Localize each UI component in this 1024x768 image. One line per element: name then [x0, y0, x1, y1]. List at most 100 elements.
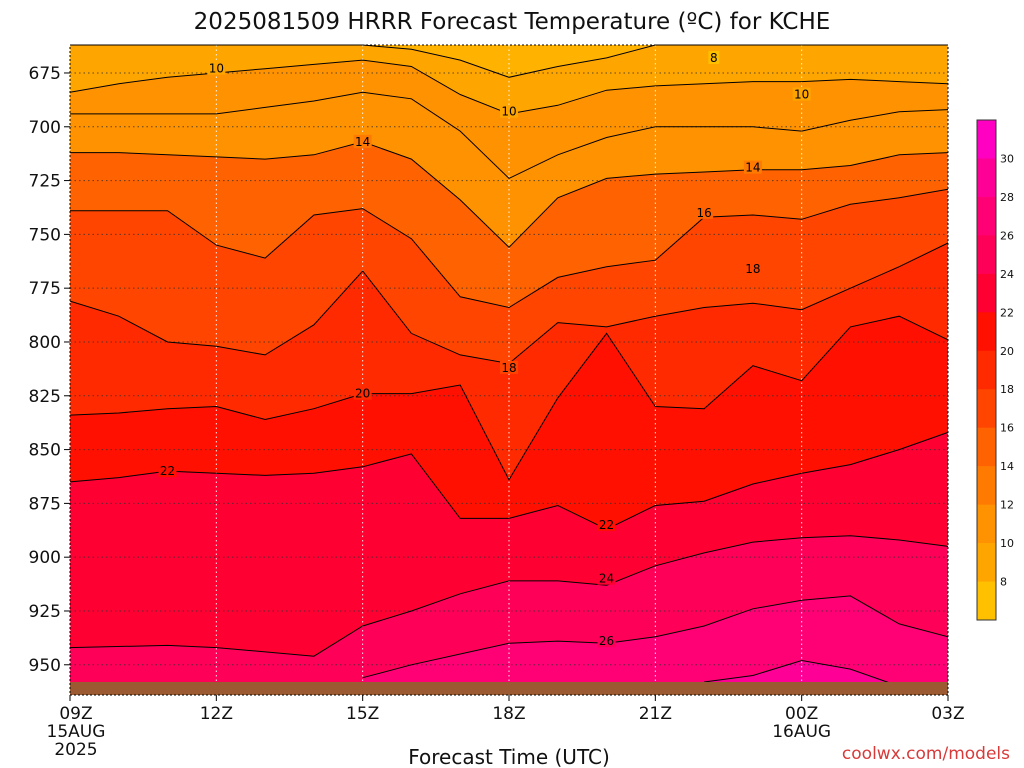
fill-band: [70, 316, 948, 530]
colorbar-frame: [976, 119, 997, 621]
contour-label: 16: [696, 206, 711, 220]
colorbar-label: 26: [1000, 229, 1014, 242]
fill-band: [70, 189, 948, 364]
x-tick-label: 00Z: [785, 704, 818, 724]
colorbar-label: 24: [1000, 268, 1014, 281]
y-tick-label: 900: [29, 548, 61, 568]
y-tick-label: 725: [29, 172, 61, 192]
fill-warm-pocket: [704, 660, 900, 687]
y-tick-label: 925: [29, 602, 61, 622]
pressure-axis: 675 700 725 750 775 800 825 850 875 900 925 950: [29, 64, 70, 676]
x-tick-date: 15AUG: [47, 722, 106, 742]
colorbar-label: 22: [1000, 306, 1014, 319]
colorbar-label: 28: [1000, 191, 1014, 204]
source-credit: coolwx.com/models: [842, 744, 1010, 764]
isotherm-24: [69, 535, 949, 657]
isotherm-20: [69, 315, 949, 481]
x-tick-year: 2025: [54, 740, 97, 760]
y-tick-label: 825: [29, 387, 61, 407]
isotherm-28: [704, 659, 900, 687]
contour-label-bg: [708, 50, 720, 64]
contour-label: 10: [501, 105, 516, 119]
contour-label-bg: [695, 205, 714, 219]
colorbar-label: 8: [1000, 576, 1007, 589]
ground-level-bar: [70, 682, 948, 695]
isotherm-16: [70, 188, 949, 309]
x-tick-label: 21Z: [639, 704, 672, 724]
x-tick-label: 18Z: [492, 704, 525, 724]
isotherm-14: [70, 141, 949, 249]
fill-band: [70, 141, 948, 308]
colorbar-swatch: [977, 196, 996, 236]
y-tick-label: 950: [29, 656, 61, 676]
colorbar-swatch: [977, 120, 996, 159]
contour-label-bg: [353, 386, 372, 400]
colorbar-label: 10: [1000, 537, 1014, 550]
contour-label-bg: [597, 517, 616, 531]
contour-label: 24: [599, 572, 614, 586]
temperature-colorbar: 8 10 12 14 16 18 20 22 24 26 28 30: [976, 119, 1014, 621]
contour-label: 10: [209, 62, 224, 76]
contour-label: 20: [355, 387, 370, 401]
y-tick-label: 875: [29, 494, 61, 514]
colorbar-swatch: [977, 158, 996, 198]
colorbar-swatch: [977, 235, 996, 275]
contour-label-bg: [207, 61, 226, 75]
fill-band: [70, 92, 948, 248]
contour-label-bg: [597, 634, 616, 648]
colorbar-swatch: [977, 504, 996, 544]
y-tick-label: 675: [29, 64, 61, 84]
x-tick-label: 12Z: [200, 704, 233, 724]
fill-band: [70, 432, 948, 657]
colorbar-label: 20: [1000, 345, 1014, 358]
colorbar-swatch: [977, 466, 996, 506]
y-tick-label: 775: [29, 279, 61, 299]
x-axis-title: Forecast Time (UTC): [408, 745, 610, 768]
contour-label: 18: [745, 262, 760, 276]
colorbar-label: 14: [1000, 460, 1014, 473]
contour-label: 26: [599, 634, 614, 648]
contour-label: 8: [710, 51, 718, 65]
x-tick-label: 15Z: [346, 704, 379, 724]
colorbar-swatch: [977, 312, 996, 352]
isotherm-labels: 8 10 10 10 14 14 16 18 18 20 22 22 24 26: [158, 50, 811, 648]
contour-label-bg: [743, 261, 762, 275]
isotherm-26: [362, 595, 949, 679]
contour-label: 14: [355, 135, 370, 149]
isotherm-22: [69, 431, 949, 530]
colorbar-label: 30: [1000, 152, 1014, 165]
contour-label: 14: [745, 161, 760, 175]
y-tick-label: 850: [29, 441, 61, 461]
colorbar-swatch: [977, 350, 996, 390]
y-tick-label: 750: [29, 225, 61, 245]
isotherm-10: [70, 91, 949, 180]
x-tick-label: 03Z: [931, 704, 964, 724]
contour-label-bg: [353, 134, 372, 148]
colorbar-label: 16: [1000, 422, 1014, 435]
contour-label-bg: [158, 464, 177, 478]
contour-label-bg: [597, 571, 616, 585]
contour-label: 18: [501, 361, 516, 375]
y-tick-label: 800: [29, 333, 61, 353]
colorbar-label: 18: [1000, 383, 1014, 396]
y-tick-label: 700: [29, 118, 61, 138]
contour-label: 10: [794, 87, 809, 101]
contour-label-bg: [500, 104, 518, 118]
colorbar-swatch: [977, 273, 996, 313]
contour-label-bg: [792, 87, 811, 101]
colorbar-swatch: [977, 581, 996, 621]
fill-band: [70, 60, 948, 179]
contour-label-bg: [500, 360, 518, 374]
colorbar-swatch: [977, 427, 996, 467]
colorbar-swatch: [977, 389, 996, 429]
x-tick-date: 16AUG: [772, 722, 831, 742]
colorbar-swatch: [977, 543, 996, 583]
contour-label-bg: [743, 160, 762, 174]
x-tick-label: 09Z: [59, 704, 92, 724]
contour-label: 22: [160, 464, 175, 478]
fill-band: [70, 45, 948, 114]
chart-title: 2025081509 HRRR Forecast Temperature (ºC…: [194, 9, 831, 35]
contour-label: 22: [599, 518, 614, 532]
